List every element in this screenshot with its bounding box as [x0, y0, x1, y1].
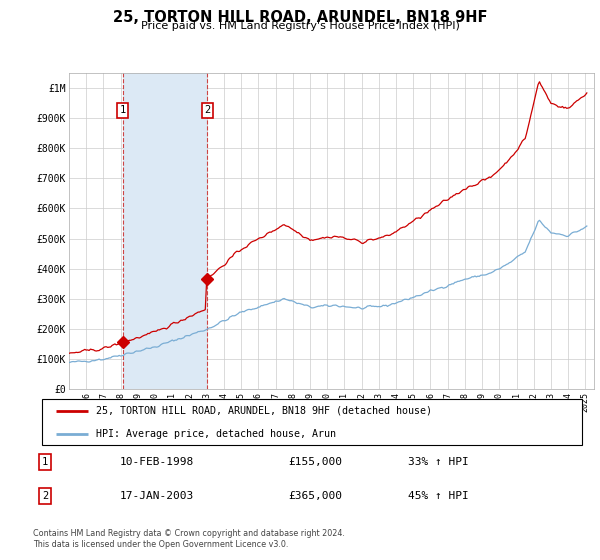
Text: HPI: Average price, detached house, Arun: HPI: Average price, detached house, Arun	[96, 429, 336, 438]
Text: 1: 1	[42, 457, 48, 467]
Text: £155,000: £155,000	[288, 457, 342, 467]
Bar	[122, 73, 208, 389]
Text: 1: 1	[119, 105, 125, 115]
Text: Contains HM Land Registry data © Crown copyright and database right 2024.
This d: Contains HM Land Registry data © Crown c…	[33, 529, 345, 549]
Text: 2: 2	[204, 105, 211, 115]
Text: Price paid vs. HM Land Registry's House Price Index (HPI): Price paid vs. HM Land Registry's House …	[140, 21, 460, 31]
Text: 33% ↑ HPI: 33% ↑ HPI	[408, 457, 469, 467]
Text: 17-JAN-2003: 17-JAN-2003	[120, 491, 194, 501]
Text: 2: 2	[42, 491, 48, 501]
Text: 45% ↑ HPI: 45% ↑ HPI	[408, 491, 469, 501]
Text: 25, TORTON HILL ROAD, ARUNDEL, BN18 9HF: 25, TORTON HILL ROAD, ARUNDEL, BN18 9HF	[113, 10, 487, 25]
Text: 10-FEB-1998: 10-FEB-1998	[120, 457, 194, 467]
Text: 25, TORTON HILL ROAD, ARUNDEL, BN18 9HF (detached house): 25, TORTON HILL ROAD, ARUNDEL, BN18 9HF …	[96, 406, 432, 416]
Text: £365,000: £365,000	[288, 491, 342, 501]
FancyBboxPatch shape	[42, 399, 582, 445]
